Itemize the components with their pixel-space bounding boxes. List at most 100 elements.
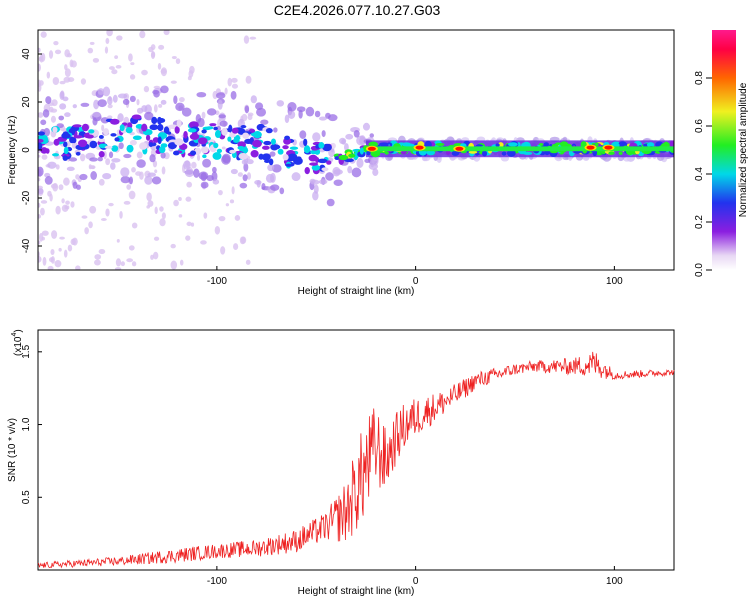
ridge-blob [53, 138, 60, 146]
noise-blob [75, 174, 80, 180]
ridge-blob [98, 135, 104, 139]
ridge-blob [141, 123, 148, 132]
ridge-blob [151, 116, 158, 125]
noise-blob [38, 47, 41, 53]
noise-blob [38, 232, 44, 242]
spectral-band-blob [120, 175, 131, 184]
ridge-blob [322, 143, 332, 152]
spectral-band-blob [244, 105, 250, 114]
ridge-blob [213, 126, 218, 131]
ridge-blob [318, 142, 325, 149]
noise-blob [55, 164, 60, 170]
ridge-blob [73, 135, 83, 139]
noise-blob [54, 260, 62, 268]
spectral-band-blob [267, 164, 275, 172]
ridge-blob [289, 146, 299, 150]
ridge-blob [183, 130, 188, 139]
spectral-band-blob [356, 157, 364, 168]
spectral-band-blob [181, 107, 192, 117]
colorbar-tick-label: 0.4 [694, 167, 705, 181]
noise-blob [233, 243, 239, 251]
noise-blob [59, 80, 66, 85]
spectral-band-blob [141, 105, 148, 112]
noise-blob [160, 67, 168, 77]
noise-blob [139, 30, 146, 39]
noise-blob [116, 35, 123, 41]
spectral-band-blob [59, 91, 65, 100]
ridge-blob [669, 140, 674, 148]
spectrogram-x-tick-label: 0 [413, 276, 419, 287]
noise-blob [212, 90, 218, 100]
spectral-band-blob [149, 154, 156, 163]
ridge-blob [114, 137, 120, 142]
ridge-blob [303, 145, 311, 154]
spectrogram-y-ticks: -40 -20 0 20 40 [21, 48, 42, 253]
ridge-blob [497, 142, 504, 148]
noise-blob [105, 158, 111, 166]
spectral-band-blob [345, 133, 354, 140]
noise-blob [39, 54, 44, 63]
ridge-blob [119, 124, 125, 132]
spectral-band-blob [312, 191, 319, 201]
spectral-band-blob [371, 155, 379, 166]
ridge-blob [187, 128, 197, 133]
spectral-band-blob [44, 176, 53, 185]
noise-blob [65, 200, 70, 205]
ridge-blob [202, 154, 207, 159]
ridge-blob [72, 124, 82, 128]
noise-blob [53, 40, 59, 46]
noise-blob [88, 164, 92, 170]
noise-blob [152, 251, 159, 260]
spectrogram-x-ticks: -100 0 100 [207, 266, 623, 287]
noise-blob [150, 254, 154, 260]
snr-frame [37, 329, 675, 571]
noise-blob [38, 177, 41, 182]
noise-blob [61, 204, 69, 212]
noise-blob [136, 151, 143, 159]
ridge-blob [559, 141, 569, 148]
noise-blob [227, 77, 232, 87]
spectral-band-blob [173, 95, 178, 105]
ridge-blob [317, 158, 328, 164]
spectral-band-blob [250, 95, 257, 104]
noise-blob [163, 30, 170, 36]
hotspot-peak [367, 146, 376, 151]
noise-blob [129, 74, 136, 80]
ridge-blob [213, 142, 219, 149]
noise-blob [38, 63, 41, 72]
noise-blob [51, 230, 58, 239]
ridge-blob [233, 136, 241, 141]
spectral-band-blob [79, 173, 88, 181]
ridge-blob [311, 164, 320, 171]
ridge-blob [258, 153, 264, 160]
noise-blob [246, 172, 252, 180]
spectral-band-blob [332, 166, 341, 177]
noise-blob [106, 30, 113, 37]
noise-blob [88, 221, 93, 229]
spectral-band-blob [193, 168, 200, 178]
noise-blob [245, 259, 251, 265]
spectral-band-blob [202, 158, 212, 168]
ridge-blob [229, 149, 236, 154]
noise-blob [141, 69, 148, 76]
spectrogram-blobs [38, 30, 674, 270]
noise-blob [173, 199, 179, 207]
noise-blob [64, 64, 68, 71]
ridge-blob [214, 130, 222, 139]
ridge-blob [152, 137, 160, 143]
noise-blob [131, 167, 136, 173]
spectral-band-blob [241, 159, 248, 165]
noise-blob [115, 258, 122, 267]
ridge-blob [237, 141, 246, 148]
snr-y-axis-label: SNR (10 * v/v) [7, 418, 18, 482]
noise-blob [249, 36, 257, 40]
spectrogram-y-tick-label: -40 [21, 238, 32, 253]
snr-x-tick-label: 100 [606, 576, 623, 587]
ridge-blob [506, 149, 516, 157]
noise-blob [63, 249, 68, 258]
spectral-band-blob [42, 109, 50, 118]
spectral-band-blob [136, 159, 146, 168]
ridge-blob [110, 133, 117, 137]
ridge-blob [81, 123, 89, 132]
ridge-blob [238, 153, 249, 160]
